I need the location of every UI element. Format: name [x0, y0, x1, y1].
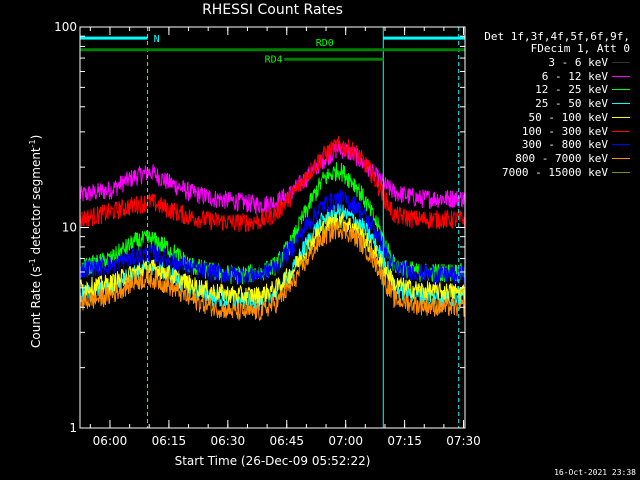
flag-label: RD0 [316, 38, 334, 49]
legend-swatch [612, 75, 630, 77]
x-tick-label: 06:45 [269, 434, 304, 448]
x-tick-label: 06:15 [152, 434, 187, 448]
flag-label: N [154, 34, 160, 45]
legend-swatch [612, 130, 630, 132]
ylabel-part: ) [29, 134, 43, 140]
legend-header-1: Det 1f,3f,4f,5f,6f,9f, [484, 30, 630, 43]
legend-swatch [612, 144, 630, 146]
legend-label: 7000 - 15000 keV [502, 165, 608, 179]
x-axis-label: Start Time (26-Dec-09 05:52:22) [174, 454, 371, 468]
series-line [79, 189, 466, 286]
legend-label: 6 - 12 keV [541, 69, 608, 83]
series-line [79, 212, 466, 306]
legend-item: 12 - 25 keV [535, 84, 630, 95]
ylabel-part: detector segment [29, 147, 43, 259]
legend-swatch [612, 157, 630, 159]
y-tick-label: 10 [62, 221, 77, 235]
series-line [79, 165, 466, 238]
legend-label: 100 - 300 keV [521, 124, 608, 138]
legend-item: 100 - 300 keV [522, 126, 630, 137]
x-tick-label: 07:00 [328, 434, 363, 448]
flag-label: RD4 [265, 54, 283, 65]
x-tick-label: 07:30 [446, 434, 481, 448]
legend-item: 3 - 6 keV [548, 57, 630, 68]
legend-label: 800 - 7000 keV [515, 151, 608, 165]
series-line [79, 135, 466, 233]
legend-label: 25 - 50 keV [535, 97, 608, 111]
legend-item: 25 - 50 keV [535, 98, 630, 109]
legend-swatch [612, 103, 630, 105]
y-tick-label: 1 [69, 421, 77, 435]
legend-label: 300 - 800 keV [521, 138, 608, 152]
y-axis-label: Count Rate (s-1 detector segment-1) [28, 108, 43, 348]
legend-item: 7000 - 15000 keV [502, 167, 630, 178]
ylabel-sup: -1 [28, 139, 37, 148]
legend-item: 800 - 7000 keV [515, 153, 630, 164]
x-tick-label: 06:00 [93, 434, 128, 448]
legend-label: 3 - 6 keV [548, 56, 608, 69]
legend-item: 50 - 100 keV [529, 112, 630, 123]
x-tick-label: 06:30 [211, 434, 246, 448]
chart-title: RHESSI Count Rates [202, 2, 343, 18]
ylabel-sup: -1 [28, 258, 37, 267]
legend-item: 300 - 800 keV [522, 139, 630, 150]
legend-swatch [612, 62, 630, 63]
ylabel-part: Count Rate (s [29, 266, 43, 348]
series-line [79, 220, 466, 321]
legend-label: 50 - 100 keV [528, 110, 608, 124]
y-tick-label: 100 [54, 20, 77, 34]
legend-swatch [612, 116, 630, 118]
legend-header-2: FDecim 1, Att 0 [530, 42, 630, 55]
legend-swatch [612, 89, 630, 91]
legend-swatch [612, 171, 630, 173]
x-tick-label: 07:15 [387, 434, 422, 448]
legend-label: 12 - 25 keV [535, 83, 608, 97]
series-line [79, 140, 466, 216]
legend-item: 6 - 12 keV [542, 71, 630, 82]
footer-timestamp: 16-Oct-2021 23:38 [554, 468, 636, 477]
